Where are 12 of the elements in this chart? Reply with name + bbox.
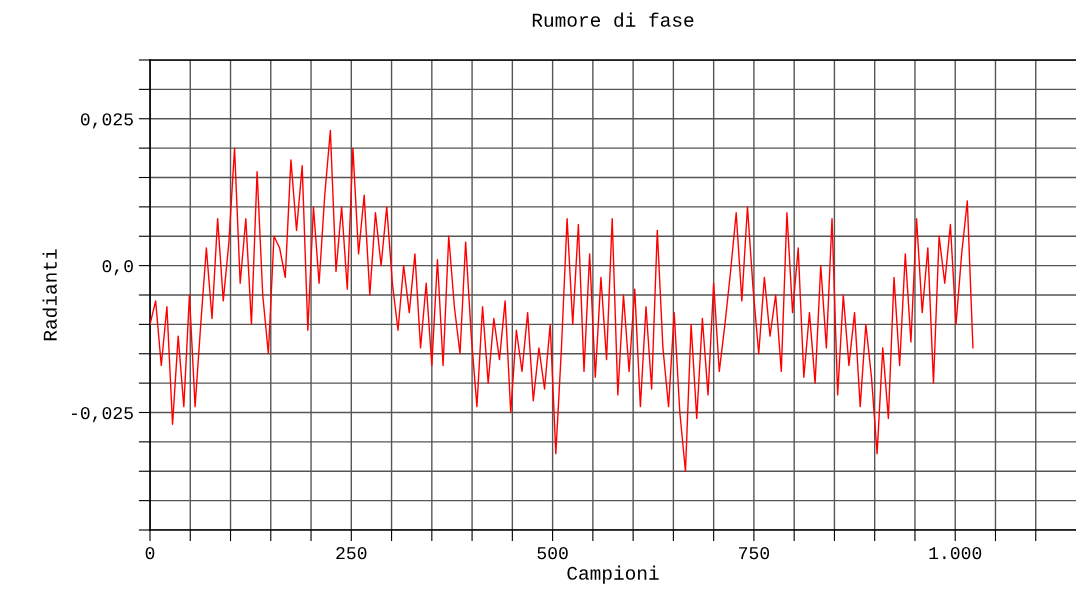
x-tick-label: 750 — [739, 546, 770, 560]
y-tick-label: 0,0 — [102, 260, 133, 276]
x-tick-label: 250 — [336, 546, 367, 560]
x-tick-label: 0 — [145, 546, 155, 560]
y-tick-label: -0,025 — [71, 406, 133, 423]
y-axis-title: Radianti — [42, 249, 57, 341]
line-series — [150, 129, 974, 472]
chart-title: Rumore di fase — [532, 12, 694, 27]
x-tick-label: 500 — [537, 546, 568, 560]
x-tick-label: 1.000 — [929, 546, 982, 560]
y-tick-label: 0,025 — [80, 113, 133, 129]
x-axis-title: Campioni — [567, 565, 659, 584]
